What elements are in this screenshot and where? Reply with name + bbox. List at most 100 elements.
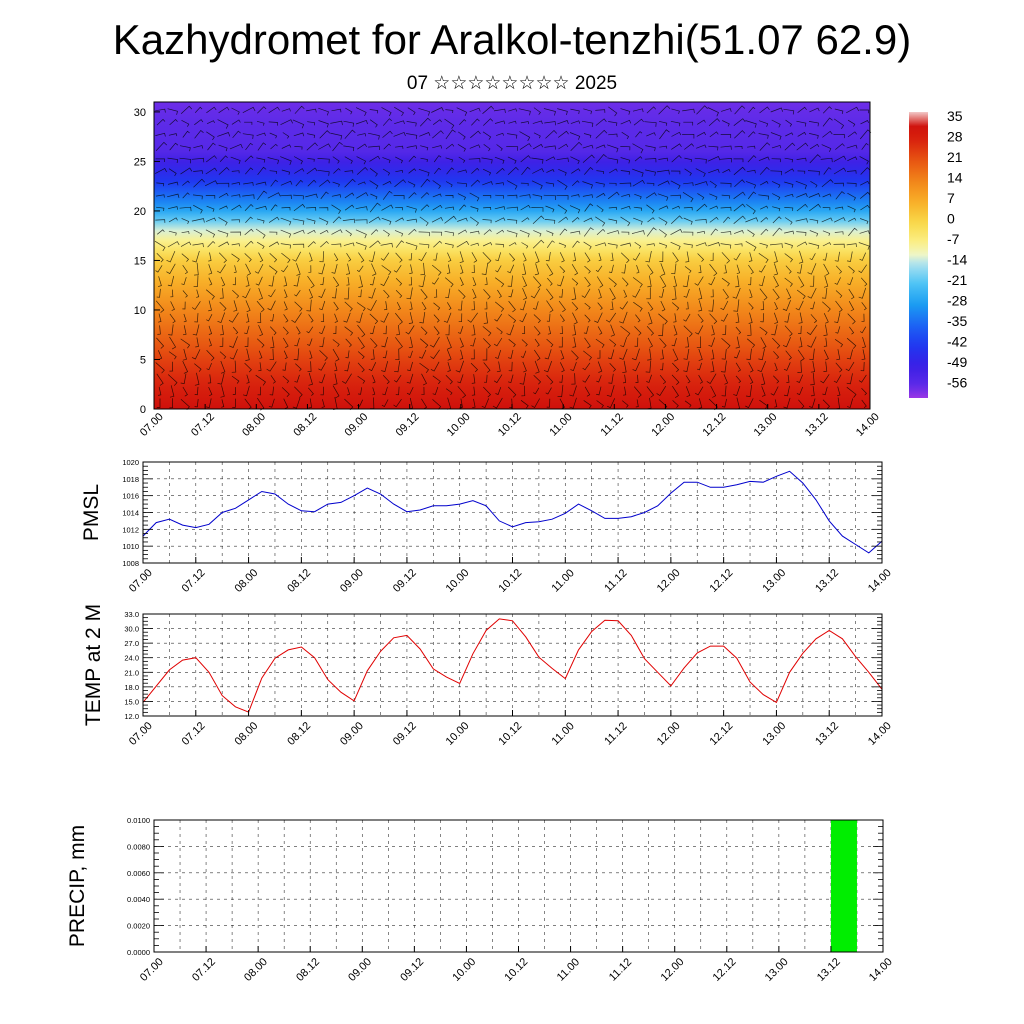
x-tick-label: 11.12 bbox=[607, 956, 634, 983]
x-tick-label: 09.12 bbox=[398, 956, 426, 984]
y-tick-label: 1020 bbox=[122, 458, 139, 467]
x-tick-label: 09.12 bbox=[391, 720, 419, 748]
series-line bbox=[142, 470, 883, 554]
y-tick-label: 0.0060 bbox=[127, 869, 150, 878]
x-tick-label: 07.00 bbox=[127, 720, 155, 748]
grid-lines bbox=[142, 613, 883, 717]
y-tick-label: 1012 bbox=[122, 525, 139, 534]
colorbar-label: 7 bbox=[947, 190, 955, 206]
x-tick-label: 12.00 bbox=[655, 567, 683, 595]
x-tick-label: 14.00 bbox=[867, 956, 895, 984]
colorbar-label: -7 bbox=[947, 231, 960, 247]
series-line bbox=[142, 618, 883, 713]
y-tick-label: 24.0 bbox=[124, 654, 139, 663]
y-tick-label: 30.0 bbox=[124, 625, 139, 634]
x-tick-label: 07.00 bbox=[127, 567, 155, 595]
y-axis-label: PMSL bbox=[80, 484, 103, 541]
y-tick-label: 0.0040 bbox=[127, 895, 150, 904]
temp-panel: 12.0 15.0 18.0 21.0 24.0 27.0 30.0 33.0 07.00 07.… bbox=[82, 604, 894, 748]
y-tick-label: 1014 bbox=[122, 509, 139, 518]
colorbar-label: 28 bbox=[947, 129, 963, 145]
x-tick-label: 07.12 bbox=[190, 956, 218, 984]
y-tick-label: 0.0000 bbox=[127, 948, 150, 957]
x-tick-label: 14.00 bbox=[866, 720, 894, 748]
x-tick-label: 08.00 bbox=[232, 720, 260, 748]
heatmap-y-tick-label: 20 bbox=[134, 206, 146, 218]
x-tick-label: 09.00 bbox=[338, 720, 366, 748]
x-tick-label: 13.12 bbox=[813, 720, 841, 748]
x-tick-label: 14.00 bbox=[866, 567, 894, 595]
colorbar: 35 28 21 14 7 0 -7 -14 -21 -28 -35 -42 -49 -56 bbox=[909, 108, 967, 398]
heatmap-x-tick-label: 12.12 bbox=[700, 411, 728, 439]
pmsl-panel: 1008 1010 1012 1014 1016 1018 1020 07.00 07.12 08… bbox=[80, 458, 894, 595]
heatmap-x-tick-label: 11.00 bbox=[547, 411, 574, 438]
colorbar-label: -14 bbox=[947, 252, 967, 268]
colorbar-label: 21 bbox=[947, 149, 963, 165]
y-tick-label: 27.0 bbox=[124, 639, 139, 648]
x-tick-label: 10.12 bbox=[496, 567, 524, 595]
heatmap-x-tick-label: 07.12 bbox=[189, 411, 217, 439]
y-tick-label: 15.0 bbox=[124, 697, 139, 706]
x-tick-label: 08.00 bbox=[232, 567, 260, 595]
x-tick-label: 12.00 bbox=[655, 720, 683, 748]
heatmap-y-tick-label: 25 bbox=[134, 156, 146, 168]
y-tick-label: 18.0 bbox=[124, 683, 139, 692]
heatmap-x-tick-label: 13.12 bbox=[803, 411, 831, 439]
heatmap-y-tick-label: 10 bbox=[134, 305, 146, 317]
y-tick-label: 0.0100 bbox=[127, 816, 150, 825]
x-tick-label: 07.00 bbox=[138, 956, 166, 984]
y-axis-label: PRECIP, mm bbox=[66, 825, 89, 947]
heatmap-x-tick-label: 11.12 bbox=[598, 411, 625, 438]
heatmap-y-tick-label: 15 bbox=[134, 255, 146, 267]
x-tick-label: 13.12 bbox=[813, 567, 841, 595]
x-tick-label: 13.12 bbox=[815, 956, 843, 984]
y-tick-label: 1008 bbox=[122, 559, 139, 568]
x-tick-label: 13.00 bbox=[760, 567, 788, 595]
x-tick-label: 11.00 bbox=[549, 720, 576, 747]
y-axis-label: TEMP at 2 M bbox=[82, 604, 105, 726]
x-tick-label: 13.00 bbox=[763, 956, 791, 984]
wind-barbs bbox=[154, 105, 872, 411]
precip-bar bbox=[830, 820, 857, 952]
heatmap-x-tick-label: 08.00 bbox=[240, 411, 268, 439]
y-tick-label: 0.0080 bbox=[127, 842, 150, 851]
heatmap-x-tick-label: 12.00 bbox=[649, 411, 677, 439]
x-tick-label: 10.00 bbox=[444, 567, 472, 595]
heatmap-y-tick-label: 30 bbox=[134, 107, 146, 119]
colorbar-label: -35 bbox=[947, 313, 967, 329]
heatmap-x-tick-label: 13.00 bbox=[752, 411, 780, 439]
x-tick-label: 08.12 bbox=[294, 956, 322, 984]
x-tick-label: 09.00 bbox=[346, 956, 374, 984]
heatmap-x-tick-label: 14.00 bbox=[854, 411, 882, 439]
heatmap-y-tick-label: 5 bbox=[140, 354, 146, 366]
y-tick-label: 1016 bbox=[122, 492, 139, 501]
x-tick-label: 09.00 bbox=[338, 567, 366, 595]
x-tick-label: 09.12 bbox=[391, 567, 419, 595]
x-tick-label: 12.12 bbox=[708, 720, 736, 748]
x-tick-label: 13.00 bbox=[760, 720, 788, 748]
y-tick-label: 0.0020 bbox=[127, 922, 150, 931]
colorbar-label: 14 bbox=[947, 170, 963, 186]
x-tick-label: 11.12 bbox=[602, 567, 629, 594]
x-tick-label: 10.00 bbox=[450, 956, 478, 984]
y-tick-label: 33.0 bbox=[124, 610, 139, 619]
colorbar-label: -21 bbox=[947, 272, 967, 288]
heatmap-x-tick-label: 10.12 bbox=[496, 411, 524, 439]
x-tick-label: 11.00 bbox=[555, 956, 582, 983]
colorbar-label: -28 bbox=[947, 293, 967, 309]
grid-lines bbox=[142, 461, 883, 564]
heatmap-x-tick-label: 10.00 bbox=[445, 411, 473, 439]
x-tick-label: 08.12 bbox=[285, 567, 313, 595]
y-tick-label: 1010 bbox=[122, 542, 139, 551]
wind-barb-paths bbox=[154, 105, 872, 411]
precip-panel: 0.0000 0.0020 0.0040 0.0060 0.0080 0.0100 07.0… bbox=[66, 816, 895, 984]
colorbar-label: -42 bbox=[947, 334, 967, 350]
heatmap-x-tick-label: 08.12 bbox=[291, 411, 319, 439]
x-tick-label: 10.12 bbox=[502, 956, 530, 984]
colorbar-label: -56 bbox=[947, 375, 967, 391]
page-title: Kazhydromet for Aralkol-tenzhi(51.07 62.… bbox=[112, 16, 912, 63]
grid-lines bbox=[153, 819, 884, 953]
x-tick-label: 10.12 bbox=[496, 720, 524, 748]
